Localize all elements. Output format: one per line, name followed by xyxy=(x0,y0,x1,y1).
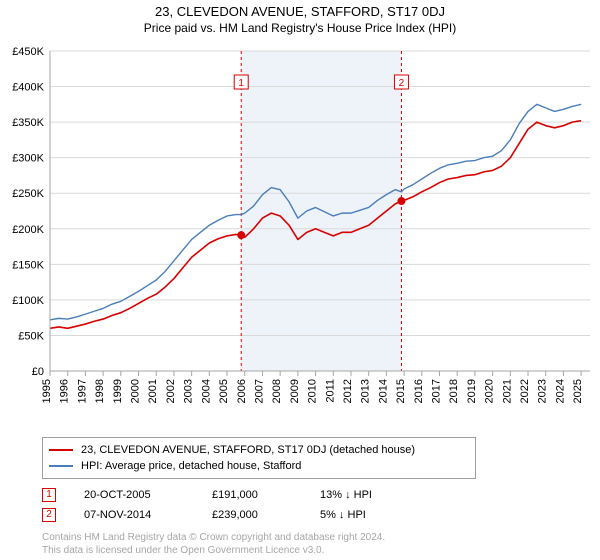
transaction-diff: 5% ↓ HPI xyxy=(320,505,366,525)
svg-text:2017: 2017 xyxy=(431,379,443,403)
svg-text:£400K: £400K xyxy=(12,82,44,94)
chart-subtitle: Price paid vs. HM Land Registry's House … xyxy=(0,19,600,41)
svg-text:2012: 2012 xyxy=(342,379,354,403)
svg-text:£450K: £450K xyxy=(12,46,44,58)
legend-row-property: 23, CLEVEDON AVENUE, STAFFORD, ST17 0DJ … xyxy=(49,442,469,458)
legend-row-hpi: HPI: Average price, detached house, Staf… xyxy=(49,458,469,474)
svg-text:£300K: £300K xyxy=(12,153,44,165)
svg-text:2003: 2003 xyxy=(183,379,195,403)
svg-text:£350K: £350K xyxy=(12,117,44,129)
transaction-row: 2 07-NOV-2014 £239,000 5% ↓ HPI xyxy=(42,505,600,525)
transaction-price: £239,000 xyxy=(212,505,292,525)
svg-text:2009: 2009 xyxy=(289,379,301,403)
svg-text:2018: 2018 xyxy=(448,379,460,403)
svg-text:1996: 1996 xyxy=(59,379,71,403)
svg-text:£0: £0 xyxy=(32,366,44,378)
svg-text:2004: 2004 xyxy=(200,379,212,403)
chart-title: 23, CLEVEDON AVENUE, STAFFORD, ST17 0DJ xyxy=(0,0,600,19)
legend-swatch-property xyxy=(49,449,73,451)
attribution-line: Contains HM Land Registry data © Crown c… xyxy=(42,531,600,544)
legend: 23, CLEVEDON AVENUE, STAFFORD, ST17 0DJ … xyxy=(42,437,476,479)
svg-text:1: 1 xyxy=(238,78,244,89)
legend-label-hpi: HPI: Average price, detached house, Staf… xyxy=(81,458,301,474)
svg-text:£250K: £250K xyxy=(12,188,44,200)
svg-text:2021: 2021 xyxy=(501,379,513,403)
svg-text:2008: 2008 xyxy=(271,379,283,403)
transaction-marker-badge: 2 xyxy=(42,508,56,522)
transaction-marker-badge: 1 xyxy=(42,488,56,502)
svg-text:2013: 2013 xyxy=(360,379,372,403)
svg-text:2014: 2014 xyxy=(377,379,389,403)
svg-text:1995: 1995 xyxy=(41,379,53,403)
svg-text:£100K: £100K xyxy=(12,295,44,307)
attribution-line: This data is licensed under the Open Gov… xyxy=(42,544,600,557)
attribution: Contains HM Land Registry data © Crown c… xyxy=(42,531,600,557)
svg-text:2023: 2023 xyxy=(537,379,549,403)
svg-text:2022: 2022 xyxy=(519,379,531,403)
svg-text:2020: 2020 xyxy=(484,379,496,403)
svg-text:2024: 2024 xyxy=(554,379,566,403)
chart-svg: £0 £50K £100K £150K £200K £250K £300K £350K £400… xyxy=(0,41,600,431)
svg-text:£200K: £200K xyxy=(12,224,44,236)
transaction-date: 20-OCT-2005 xyxy=(84,485,184,505)
svg-text:2010: 2010 xyxy=(307,379,319,403)
legend-swatch-hpi xyxy=(49,465,73,467)
transaction-price: £191,000 xyxy=(212,485,292,505)
svg-text:2006: 2006 xyxy=(236,379,248,403)
transaction-row: 1 20-OCT-2005 £191,000 13% ↓ HPI xyxy=(42,485,600,505)
svg-text:2000: 2000 xyxy=(130,379,142,403)
svg-text:£150K: £150K xyxy=(12,259,44,271)
svg-text:£50K: £50K xyxy=(18,330,44,342)
legend-label-property: 23, CLEVEDON AVENUE, STAFFORD, ST17 0DJ … xyxy=(81,442,415,458)
svg-text:2011: 2011 xyxy=(324,379,336,403)
svg-text:2025: 2025 xyxy=(572,379,584,403)
svg-text:1997: 1997 xyxy=(76,379,88,403)
svg-text:2005: 2005 xyxy=(218,379,230,403)
svg-text:2015: 2015 xyxy=(395,379,407,403)
svg-text:1999: 1999 xyxy=(112,379,124,403)
svg-text:2016: 2016 xyxy=(413,379,425,403)
svg-text:2019: 2019 xyxy=(466,379,478,403)
svg-text:2001: 2001 xyxy=(147,379,159,403)
chart: £0 £50K £100K £150K £200K £250K £300K £350K £400… xyxy=(0,41,600,431)
svg-text:2002: 2002 xyxy=(165,379,177,403)
transaction-diff: 13% ↓ HPI xyxy=(320,485,372,505)
transaction-date: 07-NOV-2014 xyxy=(84,505,184,525)
transaction-list: 1 20-OCT-2005 £191,000 13% ↓ HPI 2 07-NO… xyxy=(42,485,600,525)
svg-text:1998: 1998 xyxy=(94,379,106,403)
svg-text:2007: 2007 xyxy=(253,379,265,403)
svg-text:2: 2 xyxy=(399,78,405,89)
